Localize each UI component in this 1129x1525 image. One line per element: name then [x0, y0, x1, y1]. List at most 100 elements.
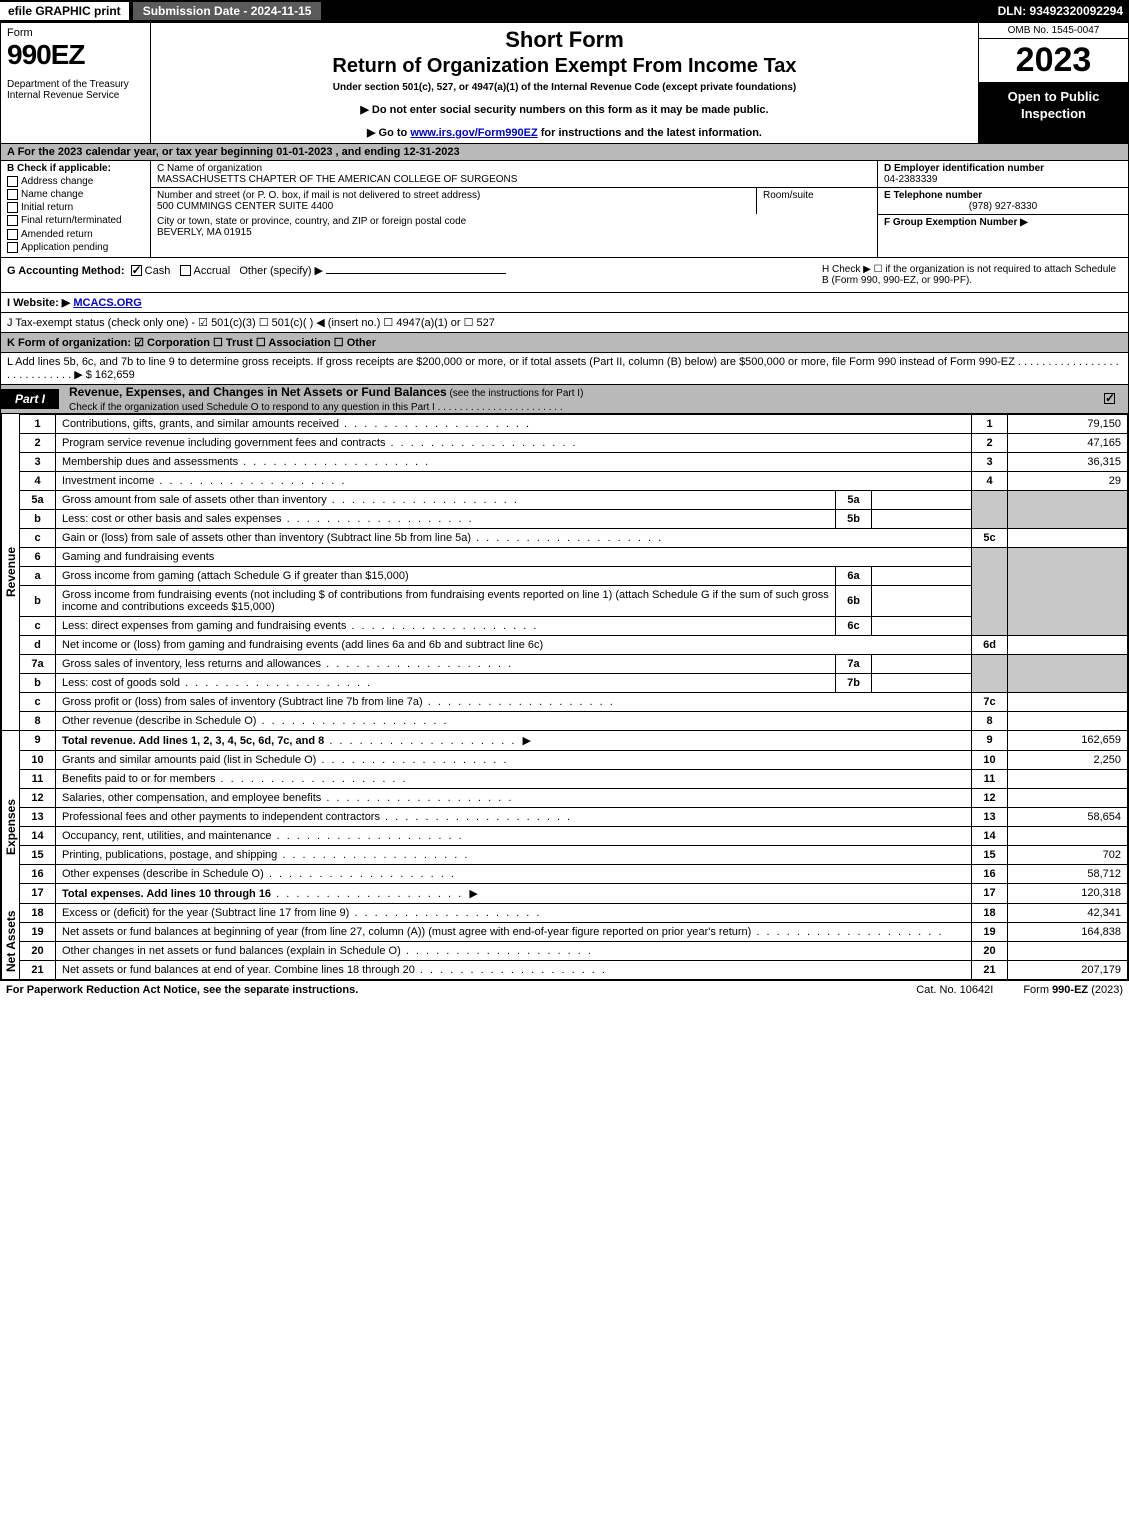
department-label: Department of the Treasury Internal Reve… — [7, 79, 144, 101]
part1-title: Revenue, Expenses, and Changes in Net As… — [59, 385, 1104, 413]
line-13: 13 Professional fees and other payments … — [2, 807, 1128, 826]
footer-row: For Paperwork Reduction Act Notice, see … — [0, 981, 1129, 999]
chk-address-change[interactable]: Address change — [7, 176, 144, 187]
row-a-calendar-year: A For the 2023 calendar year, or tax yea… — [1, 144, 1128, 161]
ein-cell: D Employer identification number 04-2383… — [878, 161, 1128, 188]
chk-name-change[interactable]: Name change — [7, 189, 144, 200]
line-6d: d Net income or (loss) from gaming and f… — [2, 635, 1128, 654]
line-11: 11 Benefits paid to or for members 11 — [2, 769, 1128, 788]
line-15: 15 Printing, publications, postage, and … — [2, 845, 1128, 864]
part1-table: Revenue 1 Contributions, gifts, grants, … — [1, 414, 1128, 980]
phone-cell: E Telephone number (978) 927-8330 — [878, 188, 1128, 215]
return-title: Return of Organization Exempt From Incom… — [161, 55, 968, 78]
line-6a: a Gross income from gaming (attach Sched… — [2, 566, 1128, 585]
g-label: G Accounting Method: — [7, 265, 125, 277]
line-4: 4 Investment income 4 29 — [2, 471, 1128, 490]
chk-final-return[interactable]: Final return/terminated — [7, 215, 144, 226]
netassets-side-label: Net Assets — [2, 903, 20, 979]
line-7a: 7a Gross sales of inventory, less return… — [2, 654, 1128, 673]
line-7b: b Less: cost of goods sold 7b — [2, 673, 1128, 692]
form-ref: Form 990-EZ (2023) — [1023, 984, 1123, 996]
line-2: 2 Program service revenue including gove… — [2, 433, 1128, 452]
line-16: 16 Other expenses (describe in Schedule … — [2, 864, 1128, 883]
street-label: Number and street (or P. O. box, if mail… — [157, 190, 750, 201]
open-inspection-label: Open to Public Inspection — [979, 83, 1128, 143]
col-b-title: B Check if applicable: — [7, 163, 144, 174]
chk-schedule-o[interactable] — [1104, 393, 1115, 404]
chk-amended-return[interactable]: Amended return — [7, 229, 144, 240]
line-9: 9 Total revenue. Add lines 1, 2, 3, 4, 5… — [2, 730, 1128, 750]
l-gross-receipts-row: L Add lines 5b, 6c, and 7b to line 9 to … — [1, 353, 1128, 385]
line-8: 8 Other revenue (describe in Schedule O)… — [2, 711, 1128, 730]
street-value: 500 CUMMINGS CENTER SUITE 4400 — [157, 201, 750, 212]
phone-value: (978) 927-8330 — [884, 201, 1122, 212]
revenue-side-label: Revenue — [2, 414, 20, 730]
h-schedule-b: H Check ▶ ☐ if the organization is not r… — [822, 264, 1122, 286]
part1-check-line: Check if the organization used Schedule … — [69, 402, 563, 413]
tax-year: 2023 — [979, 39, 1128, 83]
line-12: 12 Salaries, other compensation, and emp… — [2, 788, 1128, 807]
line-6: 6 Gaming and fundraising events — [2, 547, 1128, 566]
line-1: Revenue 1 Contributions, gifts, grants, … — [2, 414, 1128, 433]
city-label: City or town, state or province, country… — [157, 216, 871, 227]
line-7c: c Gross profit or (loss) from sales of i… — [2, 692, 1128, 711]
line-6c: c Less: direct expenses from gaming and … — [2, 616, 1128, 635]
website-link[interactable]: MCACS.ORG — [73, 297, 141, 309]
group-exemption-cell: F Group Exemption Number ▶ — [878, 215, 1128, 230]
line-18: Net Assets 18 Excess or (deficit) for th… — [2, 903, 1128, 922]
i-label: I Website: ▶ — [7, 297, 70, 309]
expenses-side-label: Expenses — [2, 750, 20, 903]
part1-tab: Part I — [1, 389, 59, 409]
org-name: MASSACHUSETTS CHAPTER OF THE AMERICAN CO… — [157, 174, 871, 185]
j-tax-status-row: J Tax-exempt status (check only one) - ☑… — [1, 313, 1128, 333]
g-accounting: G Accounting Method: Cash Accrual Other … — [7, 264, 822, 286]
line-10: Expenses 10 Grants and similar amounts p… — [2, 750, 1128, 769]
gh-row: G Accounting Method: Cash Accrual Other … — [1, 258, 1128, 293]
info-block: B Check if applicable: Address change Na… — [1, 161, 1128, 258]
col-c-org-info: C Name of organization MASSACHUSETTS CHA… — [151, 161, 878, 257]
goto-note: ▶ Go to www.irs.gov/Form990EZ for instru… — [161, 126, 968, 139]
ein-value: 04-2383339 — [884, 174, 1122, 185]
ssn-note: ▶ Do not enter social security numbers o… — [161, 103, 968, 116]
i-website-row: I Website: ▶ MCACS.ORG — [1, 293, 1128, 313]
efile-print-button[interactable]: efile GRAPHIC print — [0, 2, 129, 20]
chk-application-pending[interactable]: Application pending — [7, 242, 144, 253]
paperwork-notice: For Paperwork Reduction Act Notice, see … — [6, 984, 886, 996]
line-20: 20 Other changes in net assets or fund b… — [2, 941, 1128, 960]
line-5a: 5a Gross amount from sale of assets othe… — [2, 490, 1128, 509]
other-specify-field[interactable] — [326, 273, 506, 274]
dln-label: DLN: 93492320092294 — [998, 4, 1129, 18]
header-left: Form 990EZ Department of the Treasury In… — [1, 23, 151, 143]
col-def: D Employer identification number 04-2383… — [878, 161, 1128, 257]
line-3: 3 Membership dues and assessments 3 36,3… — [2, 452, 1128, 471]
chk-accrual[interactable] — [180, 265, 191, 276]
short-form-title: Short Form — [161, 27, 968, 53]
line-5b: b Less: cost or other basis and sales ex… — [2, 509, 1128, 528]
suite-cell: Room/suite — [757, 188, 877, 214]
group-exemption-label: F Group Exemption Number ▶ — [884, 217, 1122, 228]
header-middle: Short Form Return of Organization Exempt… — [151, 23, 978, 143]
goto-post: for instructions and the latest informat… — [538, 127, 762, 139]
form-word: Form — [7, 27, 144, 39]
k-form-org-row: K Form of organization: ☑ Corporation ☐ … — [1, 333, 1128, 353]
line-19: 19 Net assets or fund balances at beginn… — [2, 922, 1128, 941]
city-value: BEVERLY, MA 01915 — [157, 227, 871, 238]
city-cell: City or town, state or province, country… — [151, 214, 877, 240]
line-21: 21 Net assets or fund balances at end of… — [2, 960, 1128, 979]
org-name-cell: C Name of organization MASSACHUSETTS CHA… — [151, 161, 877, 188]
suite-label: Room/suite — [763, 190, 871, 201]
ein-label: D Employer identification number — [884, 163, 1122, 174]
chk-initial-return[interactable]: Initial return — [7, 202, 144, 213]
street-row: Number and street (or P. O. box, if mail… — [151, 188, 877, 214]
form-number: 990EZ — [7, 39, 144, 71]
phone-label: E Telephone number — [884, 190, 1122, 201]
top-bar: efile GRAPHIC print Submission Date - 20… — [0, 0, 1129, 22]
submission-date-button[interactable]: Submission Date - 2024-11-15 — [133, 2, 322, 20]
line-6b: b Gross income from fundraising events (… — [2, 585, 1128, 616]
omb-number: OMB No. 1545-0047 — [979, 23, 1128, 39]
irs-link[interactable]: www.irs.gov/Form990EZ — [410, 127, 537, 139]
part1-header: Part I Revenue, Expenses, and Changes in… — [1, 385, 1128, 414]
chk-cash[interactable] — [131, 265, 142, 276]
subtitle: Under section 501(c), 527, or 4947(a)(1)… — [161, 82, 968, 93]
street-cell: Number and street (or P. O. box, if mail… — [151, 188, 757, 214]
